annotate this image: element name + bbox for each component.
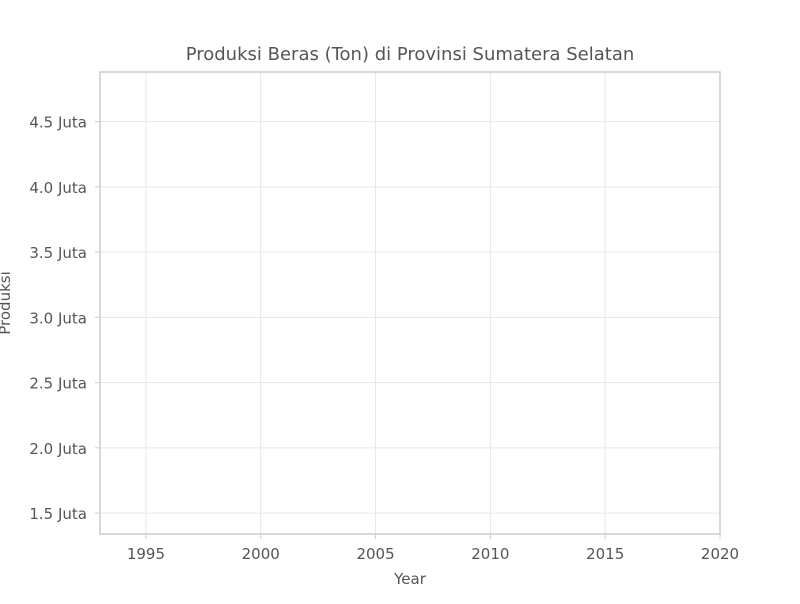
y-tick-label: 1.5 Juta	[29, 505, 87, 523]
y-tick-label: 3.0 Juta	[29, 309, 87, 327]
x-axis-label: Year	[393, 570, 427, 588]
y-tick-label: 2.5 Juta	[29, 375, 87, 393]
x-tick-label: 2010	[471, 545, 509, 563]
y-tick-label: 4.5 Juta	[29, 114, 87, 132]
chart-title: Produksi Beras (Ton) di Provinsi Sumater…	[186, 44, 635, 65]
y-tick-label: 4.0 Juta	[29, 179, 87, 197]
y-axis-label: Produksi	[0, 271, 14, 335]
x-tick-label: 2020	[701, 545, 739, 563]
y-tick-label: 2.0 Juta	[29, 440, 87, 458]
x-axis: 1995 2000 2005 2010 2015 2020	[127, 534, 739, 563]
plot-area-frame	[99, 71, 721, 535]
y-tick-label: 3.5 Juta	[29, 244, 87, 262]
x-tick-label: 2015	[586, 545, 624, 563]
x-tick-label: 2000	[242, 545, 280, 563]
y-axis: 1.5 Juta 2.0 Juta 2.5 Juta 3.0 Juta 3.5 Juta…	[29, 114, 100, 523]
x-tick-label: 1995	[127, 545, 165, 563]
x-tick-label: 2005	[356, 545, 394, 563]
